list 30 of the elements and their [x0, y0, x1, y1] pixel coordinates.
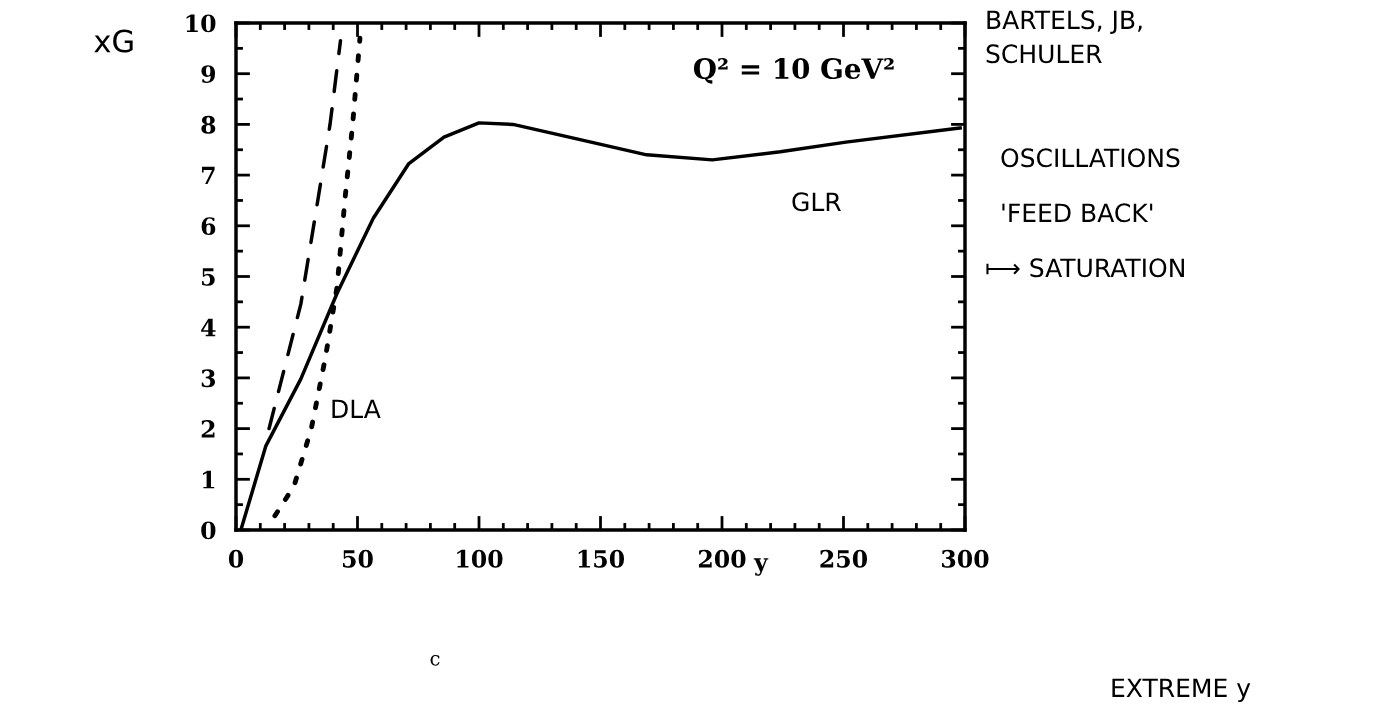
text: SCHULER [986, 44, 1102, 64]
x-tick-label: 0 [228, 549, 244, 568]
x-tick-label: 100 [457, 549, 503, 568]
x-tick-label: 50 [343, 549, 373, 568]
y-tick-label: 4 [201, 318, 216, 337]
x-tick-label: 250 [820, 549, 868, 568]
text: EXTREME y [1112, 678, 1251, 703]
annotation: DLA [332, 399, 381, 418]
y-tick-label: 1 [203, 470, 215, 489]
y-tick-label: 8 [201, 115, 216, 134]
y-tick-label: 10 [186, 14, 216, 33]
x-tick-label: 200 [698, 549, 746, 568]
x-axis-title: y [753, 558, 769, 576]
y-tick-label: 5 [202, 268, 215, 286]
text: 'FEED BACK' [1002, 203, 1153, 223]
y-tick-label: 7 [201, 166, 215, 185]
x-tick-label: 150 [578, 549, 625, 568]
y-tick-label: 3 [201, 369, 216, 388]
y-tick-label: 9 [201, 65, 216, 84]
y-tick-label: 2 [201, 420, 215, 438]
annotation: GLR [792, 192, 841, 212]
annotation: Q² = 10 GeV² [693, 58, 894, 84]
y-tick-label: 6 [201, 217, 216, 236]
text: c [430, 655, 440, 666]
text: ⟼ SATURATION [986, 258, 1184, 278]
y-axis-title: xG [94, 29, 133, 53]
text: OSCILLATIONS [1001, 148, 1180, 168]
text: BARTELS, JB, [987, 10, 1142, 34]
x-tick-label: 300 [942, 549, 989, 568]
y-tick-label: 0 [201, 521, 216, 540]
